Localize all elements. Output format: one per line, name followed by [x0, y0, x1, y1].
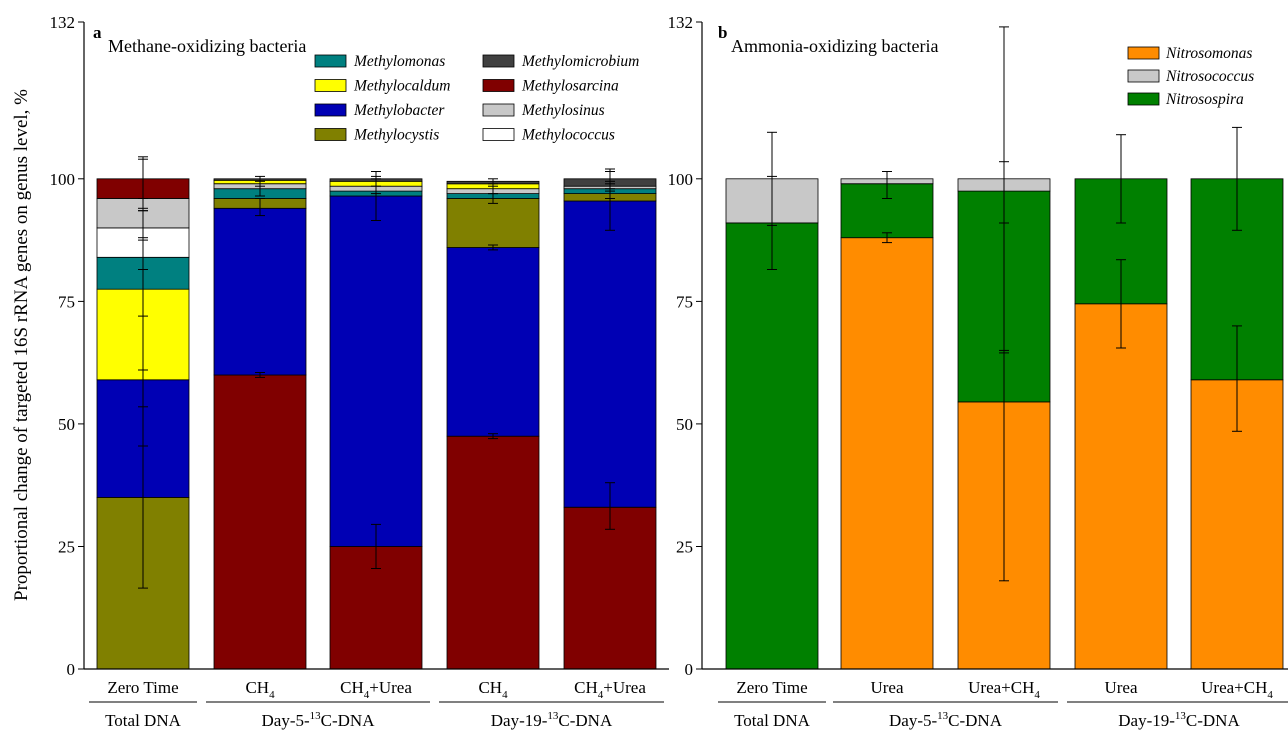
legend-swatch [483, 55, 514, 67]
chart-title: Methane-oxidizing bacteria [108, 36, 306, 56]
x-tick-label: Urea [1104, 678, 1137, 697]
legend-swatch [315, 55, 346, 67]
bar-segment [447, 436, 539, 669]
bar-segment [447, 199, 539, 248]
x-tick-label: Urea+CH4 [1201, 678, 1273, 701]
x-tick-label: CH4 [478, 678, 508, 701]
x-tick-label: Urea [870, 678, 903, 697]
panel-label: a [93, 23, 102, 42]
legend-item: Methylococcus [483, 127, 615, 144]
legend-swatch [483, 129, 514, 141]
legend-swatch [483, 80, 514, 92]
bar-segment [330, 196, 422, 547]
legend-label: Methylococcus [521, 127, 615, 144]
legend-label: Methylocaldum [353, 78, 450, 95]
y-tick-label: 100 [50, 170, 76, 189]
y-tick-label: 75 [58, 292, 75, 311]
panel-label: b [718, 23, 727, 42]
group-label: Day-19-13C-DNA [1118, 710, 1240, 730]
bar-segment [564, 507, 656, 669]
chart-title: Ammonia-oxidizing bacteria [731, 36, 938, 56]
group-label: Total DNA [734, 711, 810, 730]
legend-swatch [315, 104, 346, 116]
legend-item: Nitrosococcus [1128, 68, 1254, 85]
legend-item: Methylomonas [315, 53, 445, 70]
bar-segment [841, 238, 933, 669]
legend-label: Methylocystis [353, 127, 439, 144]
group-label: Day-19-13C-DNA [491, 710, 613, 730]
bar-segment [564, 201, 656, 507]
legend-label: Methylosarcina [521, 78, 619, 95]
x-tick-label: CH4+Urea [340, 678, 412, 701]
panel-a: 0 25 50 75 100 132 a Methane-oxidizing bacteria… [50, 13, 670, 730]
x-tick-label: CH4+Urea [574, 678, 646, 701]
legend-label: Nitrosococcus [1165, 68, 1254, 85]
y-tick-label: 0 [67, 660, 76, 679]
legend-swatch [1128, 47, 1159, 59]
y-tick-label: 25 [58, 538, 75, 557]
legend-label: Methylomicrobium [521, 53, 639, 70]
y-axis-label: Proportional change of targeted 16S rRNA… [11, 89, 32, 601]
legend-label: Methylosinus [521, 102, 605, 119]
legend-item: Methylobacter [315, 102, 445, 119]
y-tick-label: 50 [58, 415, 75, 434]
bar-segment [726, 223, 818, 669]
group-label: Day-5-13C-DNA [889, 710, 1003, 730]
legend-item: Nitrosomonas [1128, 45, 1252, 62]
y-tick-label: 50 [676, 415, 693, 434]
x-tick-label: CH4 [245, 678, 275, 701]
y-tick-label: 132 [50, 13, 76, 32]
legend-swatch [1128, 93, 1159, 105]
y-tick-label: 25 [676, 538, 693, 557]
legend-label: Methylobacter [353, 102, 445, 119]
legend-swatch [483, 104, 514, 116]
y-tick-label: 75 [676, 292, 693, 311]
legend-item: Methylocystis [315, 127, 439, 144]
x-tick-label: Zero Time [107, 678, 178, 697]
y-tick-label: 100 [668, 170, 694, 189]
group-label: Day-5-13C-DNA [262, 710, 376, 730]
x-tick-label: Urea+CH4 [968, 678, 1040, 701]
bar-segment [214, 375, 306, 669]
legend-item: Nitrosospira [1128, 91, 1244, 108]
legend-swatch [1128, 70, 1159, 82]
legend-swatch [315, 80, 346, 92]
legend-item: Methylosarcina [483, 78, 619, 95]
legend-label: Nitrosomonas [1165, 45, 1252, 62]
y-tick-label: 132 [668, 13, 694, 32]
y-tick-label: 0 [685, 660, 694, 679]
legend-swatch [315, 129, 346, 141]
x-tick-label: Zero Time [736, 678, 807, 697]
legend-label: Methylomonas [353, 53, 445, 70]
bar-segment [1075, 304, 1167, 669]
bar-segment [447, 248, 539, 437]
legend-item: Methylomicrobium [483, 53, 639, 70]
group-label: Total DNA [105, 711, 181, 730]
legend-label: Nitrosospira [1165, 91, 1244, 108]
legend-item: Methylocaldum [315, 78, 450, 95]
bar-segment [214, 208, 306, 375]
legend-item: Methylosinus [483, 102, 605, 119]
